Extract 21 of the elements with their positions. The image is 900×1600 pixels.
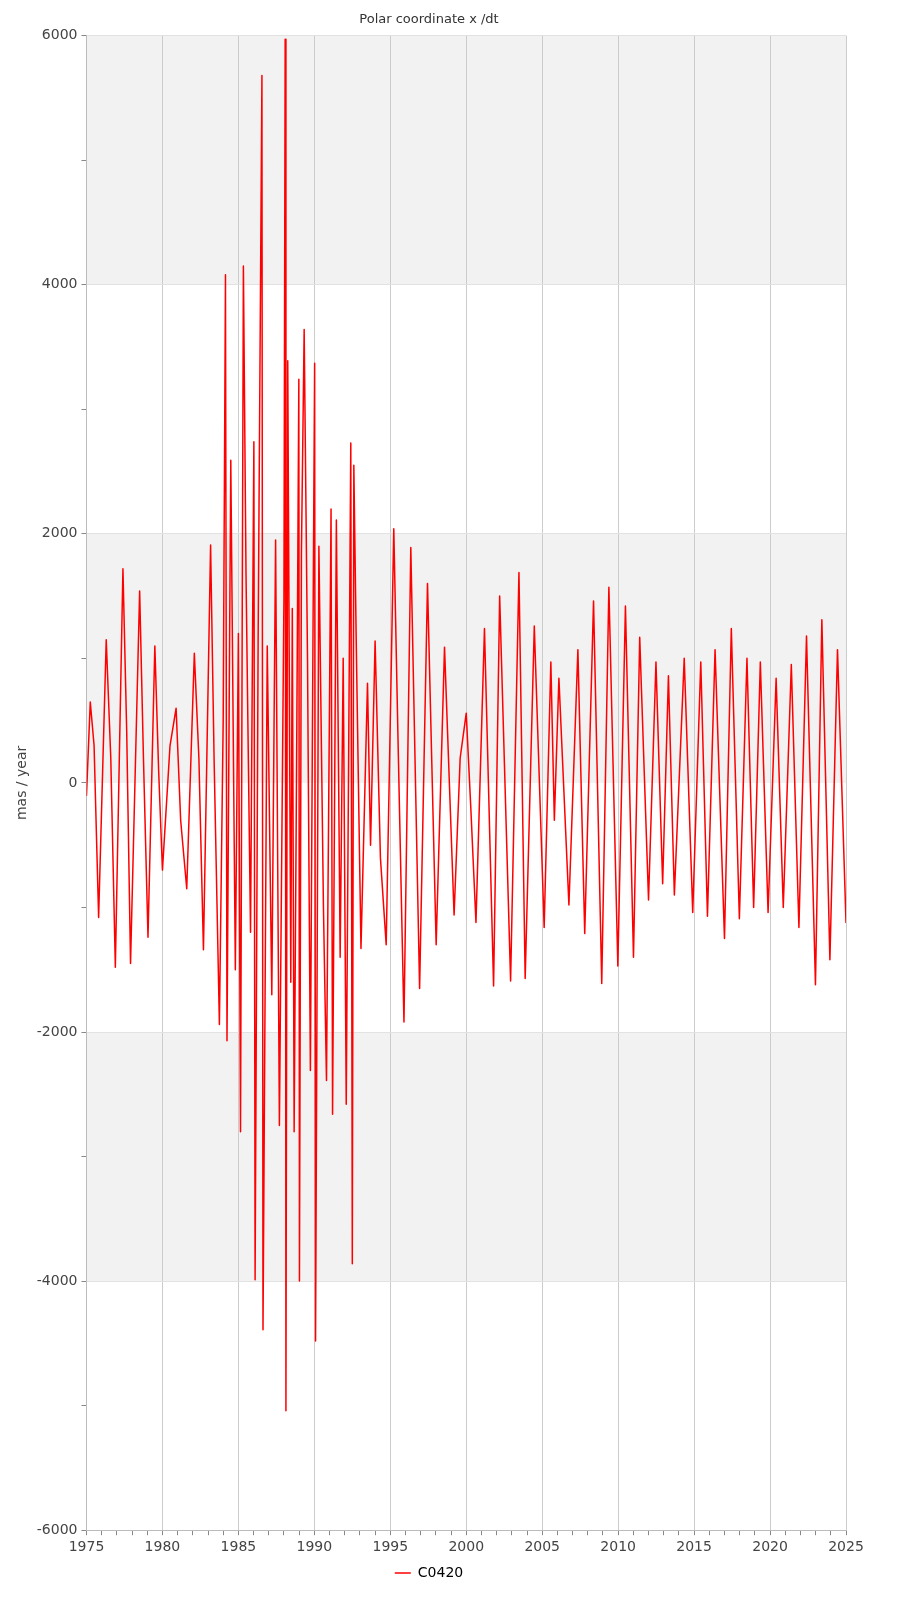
y-tick-label: 2000 (41, 524, 78, 541)
x-tick-label: 1990 (296, 1538, 333, 1555)
chart-title: Polar coordinate x /dt (359, 11, 499, 27)
x-tick-label: 2010 (600, 1538, 636, 1555)
y-tick-label: 6000 (41, 26, 78, 43)
x-tick-label: 2000 (448, 1538, 485, 1555)
legend-label: C0420 (417, 1563, 464, 1580)
y-tick-label: -6000 (36, 1520, 78, 1537)
x-tick-label: 1980 (144, 1538, 181, 1555)
y-tick-label: 0 (68, 773, 78, 790)
x-tick-label: 2005 (524, 1538, 561, 1555)
y-tick-label: 4000 (41, 275, 78, 292)
y-tick-label: -4000 (36, 1271, 78, 1288)
x-tick-label: 2020 (752, 1538, 788, 1555)
x-tick-label: 2015 (676, 1538, 712, 1555)
x-tick-label: 1985 (220, 1538, 257, 1555)
x-tick-label: 2025 (828, 1538, 864, 1555)
x-tick-label: 1975 (68, 1538, 105, 1555)
y-tick-label: -2000 (36, 1022, 78, 1039)
y-axis-title: mas / year (13, 745, 30, 821)
x-tick-label: 1995 (372, 1538, 409, 1555)
